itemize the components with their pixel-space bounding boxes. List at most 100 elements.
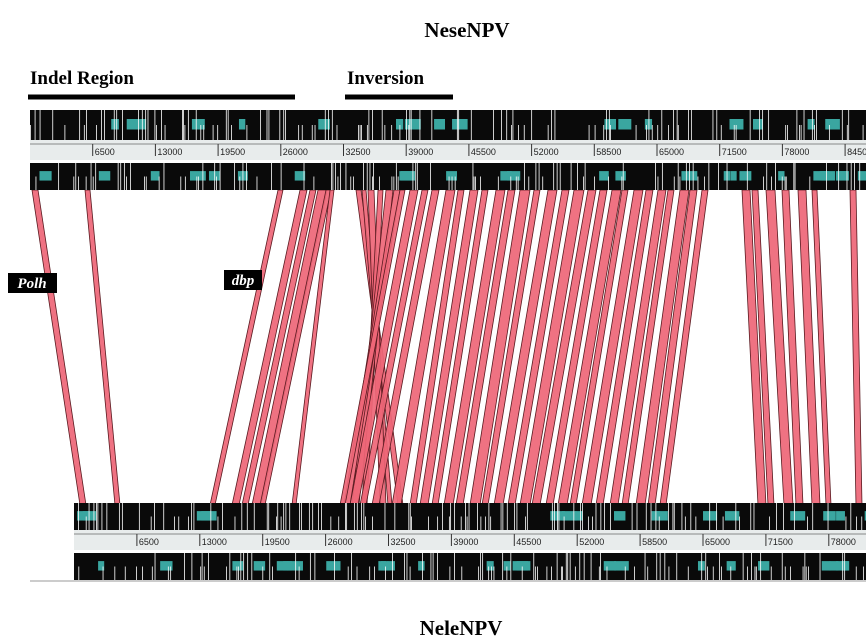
gene-stripe [219,163,221,190]
gene-stripe [708,163,710,190]
gene-box [240,171,248,181]
gene-stripe [88,503,90,530]
gene-stripe [557,503,559,530]
ruler-label: 71500 [768,537,793,547]
gene-stripe [551,503,553,530]
gene-stripe [583,553,585,580]
gene-stripe [34,110,36,140]
gene-stripe [123,163,125,190]
gene-box [446,171,458,181]
gene-stripe [141,110,143,140]
gene-stripe [676,110,678,140]
gene-stripe [352,176,354,190]
gene-stripe [610,125,611,140]
gene-stripe [659,553,661,580]
gene-stripe [657,176,659,190]
gene-stripe [531,110,533,140]
gene-stripe [332,163,334,190]
ruler-label: 13000 [157,147,182,157]
gene-stripe [410,110,412,140]
top-genome-title: NeseNPV [424,18,509,42]
gene-stripe [565,553,567,580]
gene-stripe [164,125,166,140]
gene-stripe [762,110,764,140]
gene-stripe [506,503,508,530]
gene-stripe [608,110,610,140]
gene-stripe [661,110,663,140]
gene-stripe [718,163,719,190]
gene-stripe [809,176,811,190]
gene-box [238,119,246,130]
gene-stripe [102,566,104,580]
gene-box [381,561,389,571]
gene-box [823,511,836,521]
gene-box [150,171,160,181]
gene-stripe [184,553,185,580]
gene-stripe [359,125,361,140]
gene-stripe [554,503,555,530]
gene-stripe [695,516,697,530]
gene-stripe [214,163,216,190]
gene-stripe [395,163,397,190]
gene-stripe [689,163,690,190]
gene-stripe [411,516,412,530]
genome-band [30,110,866,140]
gene-box [807,119,815,130]
gene-stripe [448,176,450,190]
gene-stripe [178,516,180,530]
gene-stripe [811,110,813,140]
gene-stripe [96,125,97,140]
gene-box [724,511,740,521]
gene-stripe [559,163,561,190]
gene-stripe [356,566,358,580]
gene-box [603,561,616,571]
gene-box [294,171,306,181]
gene-stripe [590,553,592,580]
gene-stripe [280,516,282,530]
gene-stripe [848,110,850,140]
polh-box [8,273,57,293]
ruler-band [74,530,866,550]
gene-stripe [83,125,85,140]
gene-stripe [588,516,589,530]
gene-box [276,561,289,571]
genome-band [74,503,866,530]
gene-box [111,119,119,130]
ruler-label: 58500 [642,537,667,547]
gene-stripe [384,125,386,140]
gene-stripe [412,163,414,190]
gene-stripe [236,566,238,580]
gene-stripe [363,503,365,530]
gene-stripe [448,516,450,530]
gene-stripe [785,176,787,190]
gene-stripe [603,125,605,140]
gene-stripe [828,125,830,140]
gene-stripe [222,503,223,530]
gene-stripe [719,553,720,580]
gene-stripe [600,503,602,530]
gene-stripe [437,553,438,580]
gene-stripe [594,125,596,140]
gene-stripe [523,125,525,140]
gene-box [790,511,806,521]
gene-stripe [701,553,703,580]
gene-stripe [655,163,656,190]
gene-stripe [542,176,544,190]
gene-stripe [216,176,217,190]
gene-stripe [685,163,687,190]
gene-stripe [709,503,711,530]
gene-stripe [167,566,169,580]
gene-box [387,561,395,571]
gene-stripe [517,176,519,190]
gene-stripe [406,110,407,140]
ruler-label: 19500 [265,537,290,547]
gene-stripe [86,110,87,140]
gene-box [516,561,531,571]
gene-stripe [690,110,692,140]
gene-stripe [361,125,362,140]
gene-stripe [570,163,572,190]
gene-box [821,561,831,571]
gene-stripe [182,110,183,140]
gene-stripe [217,125,219,140]
gene-stripe [677,125,679,140]
